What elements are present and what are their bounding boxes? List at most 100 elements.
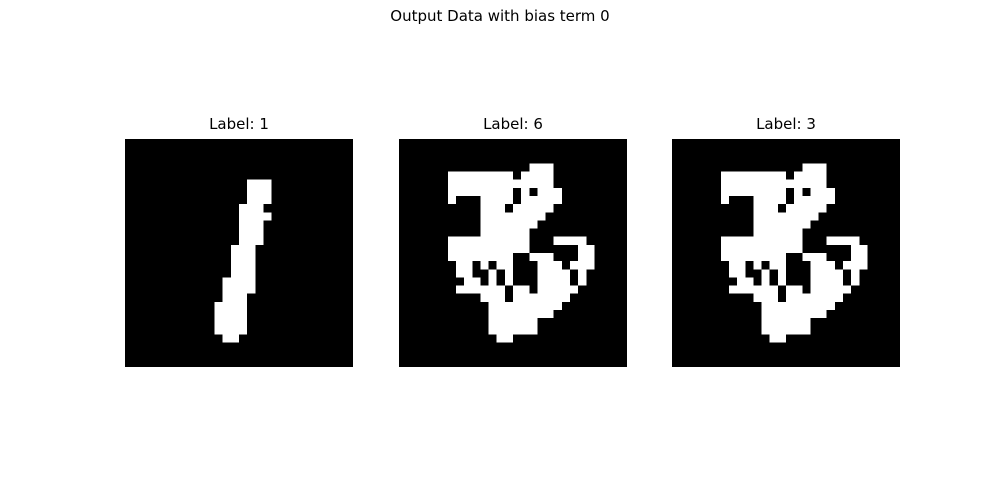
pixel-run — [480, 220, 538, 229]
pixel-run — [521, 171, 554, 180]
pixel-run — [239, 236, 264, 245]
pixel-run — [214, 318, 248, 327]
pixel-run — [447, 244, 530, 253]
pixel-run — [810, 285, 852, 294]
pixel-run — [447, 171, 513, 180]
pixel-run — [496, 334, 513, 343]
pixel-run — [537, 285, 579, 294]
pixel-run — [851, 253, 868, 262]
pixel-run — [553, 236, 587, 245]
pixel-run — [447, 236, 530, 245]
pixel-run — [222, 334, 239, 343]
pixel-run — [777, 277, 786, 286]
pixel-run — [729, 261, 746, 270]
pixel-run — [480, 196, 513, 205]
pixel-run — [488, 310, 554, 319]
pixel-run — [513, 285, 530, 294]
pixel-run — [447, 196, 456, 205]
pixel-run — [802, 163, 827, 172]
pixel-run — [578, 269, 587, 278]
pixel-run — [794, 196, 835, 205]
pixel-run — [843, 261, 868, 270]
pixel-run — [753, 204, 778, 213]
pixel-run — [488, 326, 538, 335]
pixel-run — [761, 269, 770, 278]
pixel-run — [496, 261, 513, 270]
pixel-run — [578, 253, 595, 262]
pixel-run — [729, 269, 746, 278]
pixel-run — [851, 277, 860, 286]
pixel-run — [851, 269, 860, 278]
pixel-run — [513, 293, 570, 302]
pixel-run — [480, 212, 546, 221]
pixel-run — [851, 244, 868, 253]
pixel-run — [504, 277, 513, 286]
pixel-run — [810, 261, 835, 270]
pixel-run — [720, 253, 786, 262]
pixel-run — [753, 196, 786, 205]
pixel-run — [521, 196, 562, 205]
pixel-run — [488, 269, 497, 278]
pixel-run — [753, 220, 811, 229]
pixel-run — [761, 285, 778, 294]
pixel-run — [720, 179, 827, 188]
pixel-run — [810, 269, 843, 278]
pixel-run — [570, 261, 595, 270]
pixel-run — [239, 204, 264, 213]
pixel-run — [761, 277, 770, 286]
pixel-run — [737, 277, 754, 286]
pixel-run — [488, 301, 562, 310]
pixel-run — [239, 220, 264, 229]
pixel-run — [529, 253, 554, 262]
pixel-run — [826, 236, 860, 245]
pixel-run — [214, 301, 248, 310]
pixel-run — [488, 277, 497, 286]
pixel-run — [214, 310, 248, 319]
pixel-run — [769, 334, 786, 343]
pixel-run — [720, 236, 803, 245]
pixel-run — [504, 269, 513, 278]
digit-image-2 — [399, 139, 627, 367]
pixel-run — [447, 253, 513, 262]
panel-title-1: Label: 1 — [209, 115, 269, 133]
pixel-run — [578, 244, 595, 253]
pixel-run — [753, 212, 819, 221]
pixel-run — [222, 285, 256, 294]
pixel-run — [447, 187, 513, 196]
pixel-run — [230, 253, 256, 262]
pixel-run — [239, 212, 272, 221]
pixel-run — [720, 171, 786, 180]
pixel-run — [230, 244, 256, 253]
pixel-run — [222, 277, 256, 286]
pixel-run — [753, 228, 803, 237]
pixel-run — [578, 277, 587, 286]
figure-title: Output Data with bias term 0 — [390, 7, 610, 25]
pixel-run — [247, 187, 272, 196]
pixel-run — [222, 293, 248, 302]
digit-image-3 — [672, 139, 900, 367]
pixel-run — [537, 187, 562, 196]
pixel-run — [761, 318, 811, 327]
pixel-run — [239, 228, 264, 237]
pixel-run — [720, 244, 803, 253]
pixel-run — [729, 285, 762, 294]
pixel-run — [777, 269, 786, 278]
pixel-run — [456, 285, 489, 294]
pixel-run — [529, 163, 554, 172]
pixel-run — [214, 326, 248, 335]
pixel-run — [802, 253, 827, 262]
pixel-run — [720, 187, 786, 196]
digit-image-1 — [125, 139, 353, 367]
pixel-run — [810, 187, 835, 196]
pixel-run — [794, 171, 827, 180]
pixel-run — [480, 228, 530, 237]
pixel-run — [761, 301, 835, 310]
pixel-run — [769, 261, 786, 270]
pixel-run — [761, 310, 827, 319]
pixel-run — [480, 293, 505, 302]
pixel-run — [753, 261, 762, 270]
pixel-run — [810, 277, 843, 286]
pixel-run — [753, 293, 778, 302]
pixel-run — [786, 204, 827, 213]
pixel-run — [247, 179, 272, 188]
